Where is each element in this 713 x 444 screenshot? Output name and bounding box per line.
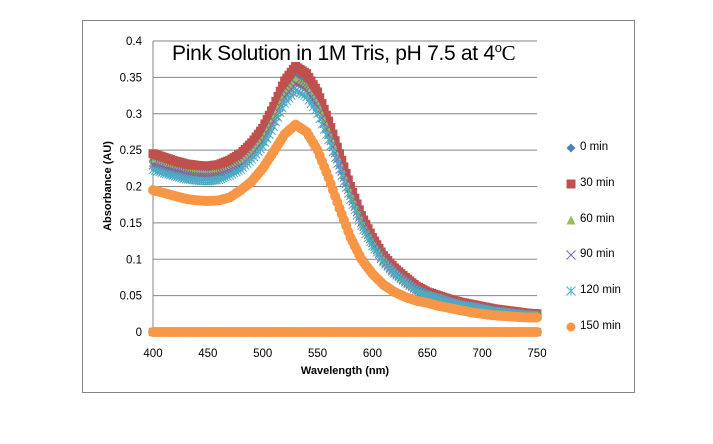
square-marker [269,101,279,111]
y-tick-label: 0.25 [120,145,142,157]
x-tick-label: 650 [418,348,437,360]
x-axis-label: Wavelength (nm) [301,365,390,377]
diamond-marker [566,143,576,153]
legend: 0 min 30 min 60 min 90 min 120 min 150 min [565,141,621,356]
square-marker [339,162,349,172]
square-marker [335,149,345,159]
legend-label: 30 min [580,176,615,189]
circle-marker [532,327,542,337]
square-marker [271,96,281,106]
chart-title-unit: C [501,41,516,65]
y-tick-label: 0.3 [126,109,142,121]
y-axis-label: Absorbance (AU) [102,141,114,231]
y-tick-label: 0.4 [126,36,143,48]
square-marker [350,193,360,203]
square-marker [319,104,329,114]
x-marker [566,250,576,261]
square-marker [343,175,353,185]
legend-label: 90 min [580,248,615,261]
series-150-min [148,119,542,323]
square-marker [275,86,285,96]
legend-x-icon [566,250,576,261]
square-marker [345,182,355,191]
square-marker [332,142,342,152]
legend-item: 120 min [565,284,621,320]
chart-title-main: Pink Solution in 1M Tris, pH 7.5 at 4 [172,42,495,65]
legend-circle-icon [566,322,576,332]
square-marker [328,129,338,139]
legend-item: 60 min [565,213,621,249]
legend-item: 0 min [565,141,621,177]
square-marker [277,81,287,91]
legend-star-icon [566,286,576,297]
legend-label: 120 min [580,284,621,297]
square-marker [317,99,327,109]
square-marker [273,91,283,101]
x-tick-label: 400 [143,348,162,360]
y-tick-label: 0.15 [120,218,142,230]
circle-marker [532,312,542,323]
legend-item: 30 min [565,177,621,213]
legend-label: 150 min [580,319,621,332]
star-marker [566,286,576,297]
square-marker [341,168,351,178]
legend-triangle-icon [566,215,576,225]
square-marker [315,93,325,103]
x-tick-label: 750 [527,348,546,360]
square-marker [324,116,334,126]
x-tick-label: 500 [253,348,272,360]
y-tick-label: 0.2 [126,182,142,194]
legend-label: 0 min [580,141,609,153]
chart-title-degree: o [494,40,502,55]
x-tick-label: 450 [198,348,217,360]
legend-diamond-icon [566,143,576,153]
chart-title: Pink Solution in 1M Tris, pH 7.5 at 4oC [172,40,516,66]
y-tick-label: 0.05 [120,291,142,303]
legend-square-icon [566,179,576,189]
square-marker [348,187,358,197]
x-marker [291,79,300,89]
y-tick-label: 0.35 [120,72,142,84]
legend-label: 60 min [580,212,615,225]
y-tick-label: 0 [136,327,142,339]
circle-marker [566,322,576,332]
square-marker [337,155,347,165]
chart-frame [82,20,635,393]
square-marker [313,87,323,97]
series-0-min [149,71,541,319]
legend-item: 150 min [565,320,621,356]
square-marker [566,179,576,189]
baseline-zero-150-min [148,327,542,337]
square-marker [321,110,331,120]
legend-item: 90 min [565,248,621,284]
square-marker [330,136,340,146]
triangle-marker [566,215,576,225]
x-tick-label: 600 [363,348,382,360]
square-marker [326,123,336,133]
x-tick-label: 700 [473,348,492,360]
x-tick-label: 550 [308,348,327,360]
y-tick-label: 0.1 [126,254,142,266]
